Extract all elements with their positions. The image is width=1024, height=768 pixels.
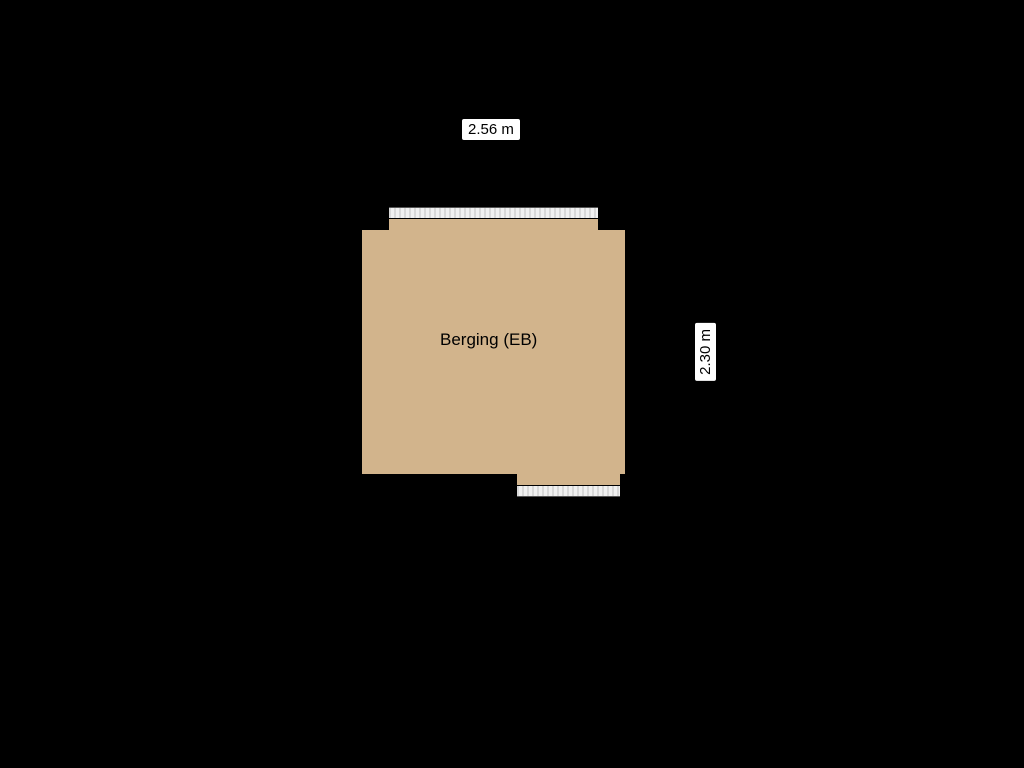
room-fill — [362, 230, 625, 474]
dimension-width-label: 2.56 m — [461, 118, 521, 141]
wall-right — [625, 218, 637, 486]
door-top-inner-line — [388, 218, 599, 219]
floorplan-room — [350, 218, 637, 486]
door-bottom-inner-line — [516, 485, 621, 486]
wall-left — [350, 218, 362, 486]
door-bottom-hatch — [516, 485, 621, 497]
dimension-height-label: 2.30 m — [694, 322, 717, 382]
room-label: Berging (EB) — [440, 330, 537, 350]
door-top-opening — [388, 218, 599, 230]
